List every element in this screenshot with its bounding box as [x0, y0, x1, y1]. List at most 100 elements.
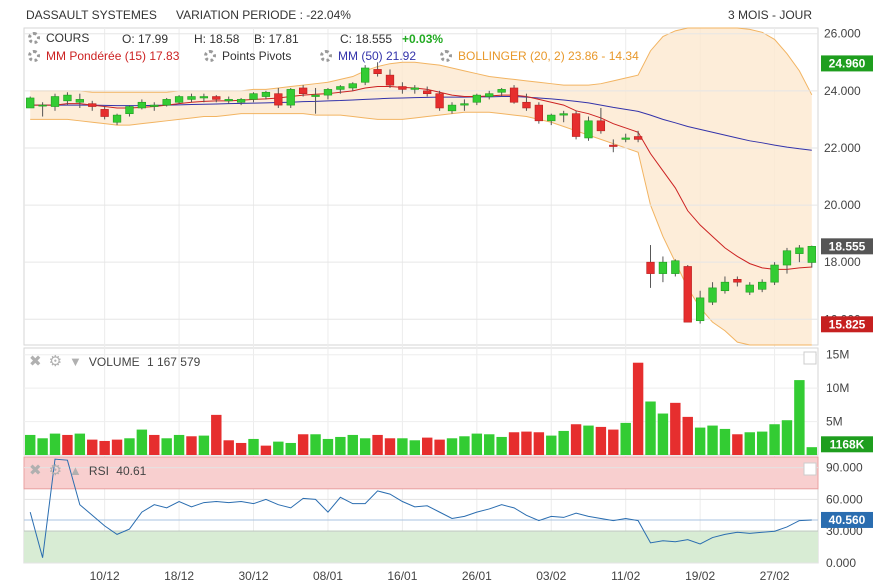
price-moving-averages — [30, 86, 812, 270]
gear-icon[interactable] — [28, 50, 40, 62]
volume-checkbox — [803, 351, 817, 365]
candle — [174, 95, 184, 104]
candle-body — [695, 297, 705, 322]
volume-bar — [397, 438, 408, 455]
volume-bar — [781, 420, 793, 455]
candle — [596, 107, 606, 134]
period-selector[interactable]: 3 MOIS - JOUR — [727, 8, 812, 22]
variation-periode: VARIATION PERIODE : -22.04% — [176, 8, 351, 22]
candle-body — [323, 89, 333, 96]
candle-body — [261, 91, 271, 97]
candle-body — [199, 96, 209, 99]
volume-bar — [682, 416, 693, 455]
candle-body — [658, 261, 668, 274]
candle-body — [472, 94, 481, 103]
volume-bar — [49, 433, 61, 455]
volume-bars — [24, 351, 818, 455]
volume-bar — [62, 434, 73, 455]
candle — [410, 85, 419, 94]
volume-value: 1 167 579 — [146, 355, 201, 369]
candle — [224, 96, 233, 104]
candle — [671, 259, 680, 277]
candle — [373, 62, 382, 77]
gear-icon[interactable] — [440, 50, 452, 62]
volume-bar — [608, 429, 619, 455]
bollinger-lower-line — [30, 111, 812, 346]
candle — [212, 95, 221, 103]
mm-ponderee-label: MM Pondérée (15) 17.83 — [46, 49, 180, 63]
candle — [348, 82, 357, 91]
price-candles — [26, 62, 816, 324]
legend-points-pivots[interactable]: Points Pivots — [204, 49, 291, 63]
candle — [336, 85, 345, 94]
candle-body — [298, 87, 308, 94]
candle — [633, 130, 643, 143]
volume-bar — [260, 445, 272, 455]
candle — [50, 93, 60, 111]
candle — [385, 69, 395, 88]
candle — [88, 100, 97, 111]
ohlc-open: O: 17.99 — [122, 32, 169, 46]
volume-bar — [570, 424, 582, 455]
badge-high-bg — [821, 55, 873, 72]
candle — [137, 99, 147, 110]
volume-bar — [99, 440, 110, 455]
gear-icon[interactable]: ⚙ — [48, 462, 63, 479]
candle — [460, 99, 469, 111]
candle-body — [311, 94, 320, 97]
candle-body — [398, 86, 407, 90]
candle — [683, 265, 692, 323]
arrow-down-icon[interactable]: ▼ — [69, 354, 82, 369]
volume-bar — [732, 434, 743, 455]
volume-bar — [719, 428, 731, 455]
close-icon[interactable]: ✖ — [29, 462, 42, 479]
candle-body — [683, 266, 692, 323]
candle-body — [112, 114, 122, 123]
candle-body — [758, 281, 767, 290]
panel-frame-0 — [23, 27, 819, 346]
volume-bar — [484, 434, 495, 455]
candle — [249, 92, 258, 103]
candle-body — [559, 113, 568, 116]
candle — [187, 93, 196, 103]
legend-mm50[interactable]: MM (50) 21.92 — [320, 49, 416, 63]
candle-body — [212, 96, 221, 100]
panel-frame-1 — [23, 347, 819, 456]
candle — [733, 276, 742, 287]
gear-icon[interactable] — [204, 50, 216, 62]
legend-bollinger[interactable]: BOLLINGER (20, 2) 23.86 - 14.34 — [440, 49, 639, 63]
points-pivots-label: Points Pivots — [222, 49, 292, 63]
rsi-line — [29, 458, 812, 558]
candle — [361, 65, 370, 86]
candle-body — [50, 96, 60, 107]
candle — [447, 102, 457, 114]
volume-bar — [806, 447, 818, 455]
gear-icon[interactable]: ⚙ — [48, 353, 63, 370]
close-icon[interactable]: ✖ — [29, 353, 42, 370]
volume-bar — [173, 434, 185, 455]
legend-cours[interactable]: COURS — [28, 31, 89, 45]
candle — [162, 97, 171, 107]
candle — [658, 256, 668, 283]
x-tick-label: 11/02 — [611, 569, 640, 583]
candle — [75, 93, 84, 108]
volume-bar — [434, 439, 445, 455]
x-tick-label: 30/12 — [239, 569, 269, 583]
candle-body — [621, 137, 630, 140]
gear-icon[interactable] — [320, 50, 332, 62]
candle-body — [348, 83, 357, 89]
volume-bar — [409, 440, 421, 455]
x-tick-label: 08/01 — [313, 569, 343, 583]
gear-icon[interactable] — [28, 32, 40, 44]
candle-body — [782, 250, 792, 266]
candle — [311, 87, 320, 114]
arrow-up-icon[interactable]: ▲ — [69, 463, 82, 478]
candle — [782, 247, 792, 274]
legend-mm-ponderee[interactable]: MM Pondérée (15) 17.83 — [28, 49, 179, 63]
candle — [795, 245, 804, 263]
rsi-polyline — [29, 458, 812, 558]
mm-ponderee-line — [30, 86, 812, 270]
volume-bar — [37, 438, 48, 455]
volume-bar — [87, 439, 98, 455]
volume-bar — [769, 424, 780, 455]
